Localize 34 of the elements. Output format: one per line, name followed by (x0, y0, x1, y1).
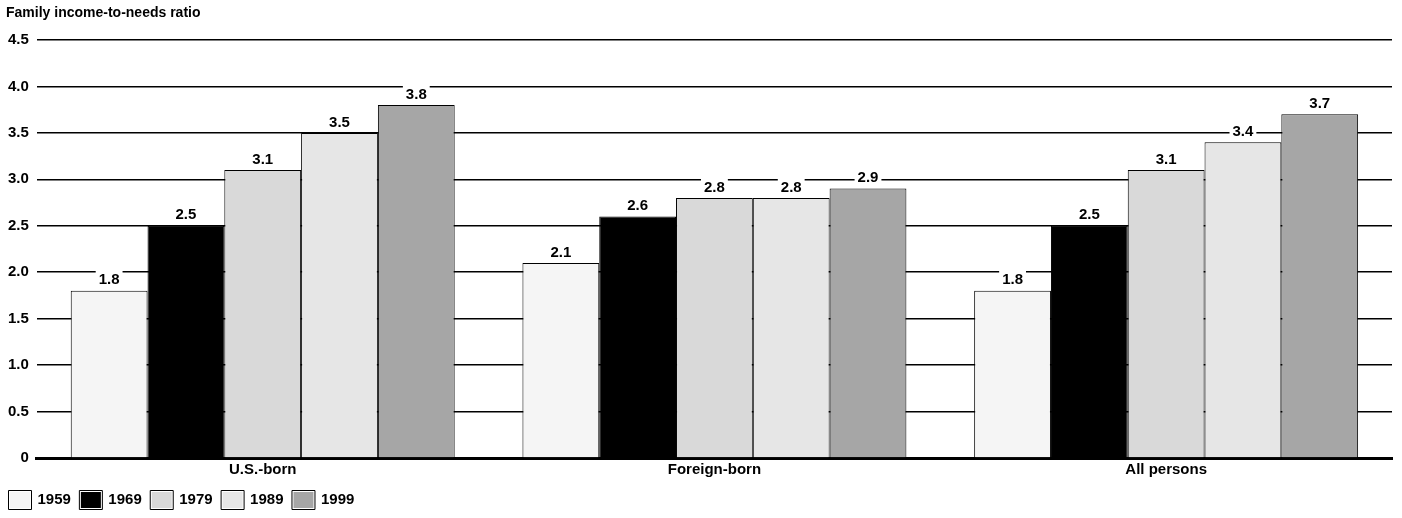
data-label: 2.5 (175, 205, 197, 223)
legend-label: 1959 (37, 490, 71, 508)
x-tick-label: All persons (1125, 460, 1207, 478)
data-label: 2.1 (550, 242, 572, 260)
data-label: 1.8 (1002, 270, 1023, 288)
data-label: 3.8 (405, 84, 427, 102)
y-tick-label: 0 (20, 448, 29, 466)
data-label: 3.1 (252, 149, 274, 167)
y-tick-label: 2.5 (7, 215, 29, 233)
data-label: 2.9 (857, 168, 879, 186)
y-tick-label: 1.5 (7, 308, 29, 326)
data-label: 2.8 (780, 177, 802, 195)
y-tick-label: 3.5 (7, 123, 29, 141)
y-tick-label: 4.0 (7, 76, 29, 94)
data-label: 2.6 (627, 196, 649, 214)
y-tick-label: 4.5 (7, 30, 29, 48)
data-label: 3.1 (1155, 149, 1177, 167)
legend-label: 1969 (108, 490, 142, 508)
legend-label: 1979 (179, 490, 213, 508)
legend-label: 1989 (250, 490, 284, 508)
data-label: 3.5 (329, 112, 350, 130)
y-tick-label: 1.0 (7, 355, 29, 373)
y-tick-label: 2.0 (7, 262, 29, 280)
data-label: 1.8 (98, 270, 120, 288)
x-tick-label: U.S.-born (228, 460, 297, 478)
y-tick-label: 0.5 (7, 401, 29, 419)
y-tick-label: 3.0 (7, 169, 29, 187)
x-tick-label: Foreign-born (667, 460, 762, 478)
data-label: 3.4 (1232, 121, 1255, 139)
data-label: 3.7 (1309, 93, 1331, 111)
legend-label: 1999 (320, 490, 355, 508)
data-label: 2.5 (1078, 205, 1100, 223)
data-label: 2.8 (704, 177, 725, 195)
y-axis-title: Family income-to-needs ratio (6, 4, 201, 20)
